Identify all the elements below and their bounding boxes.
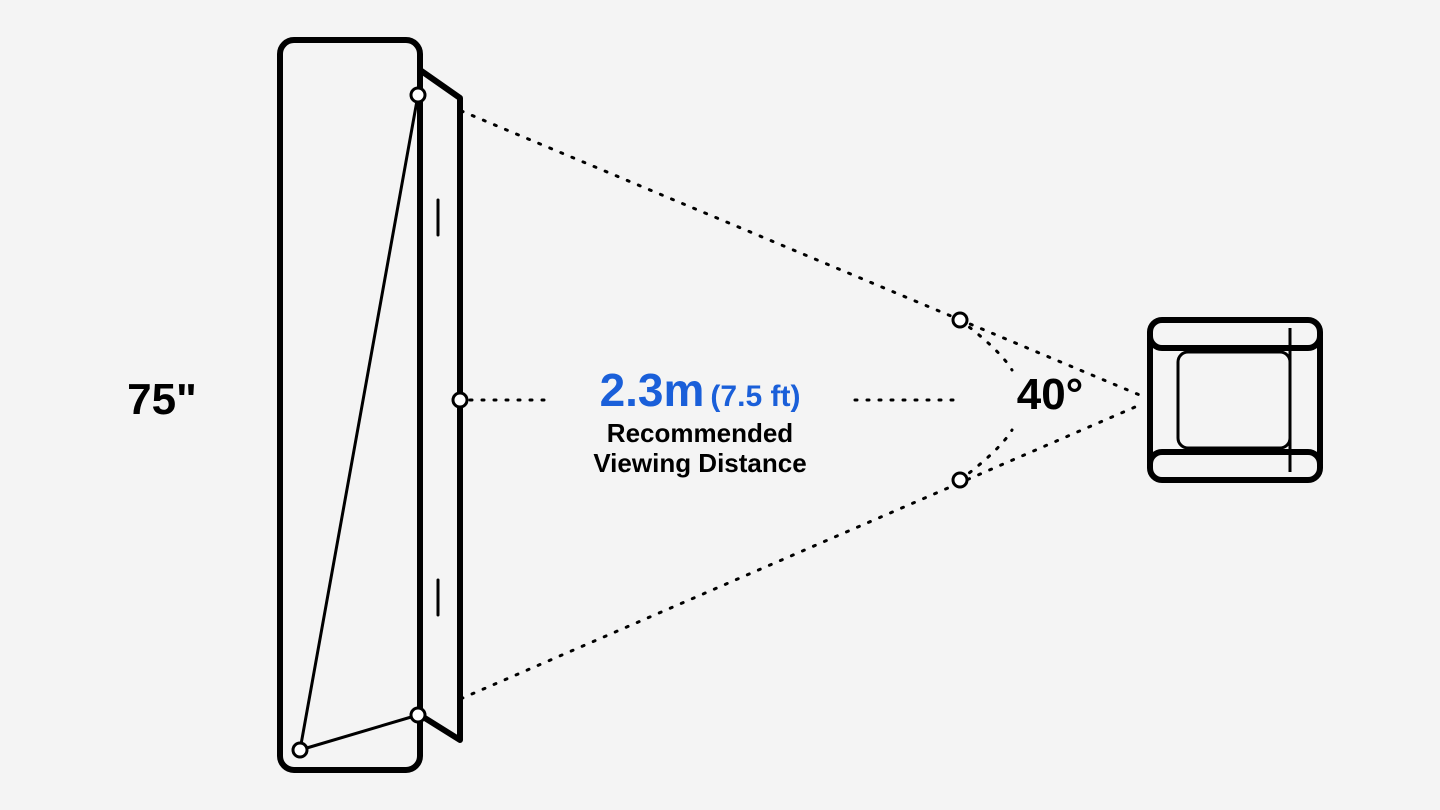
caption-line-2: Viewing Distance — [593, 449, 806, 479]
distance-imperial: (7.5 ft) — [710, 380, 800, 413]
caption-line-1: Recommended — [593, 419, 806, 449]
viewing-distance-value: 2.3m(7.5 ft) — [600, 363, 801, 417]
viewing-distance-caption: Recommended Viewing Distance — [593, 419, 806, 479]
viewing-angle-label: 40° — [1017, 370, 1084, 420]
tv-size-label: 75" — [127, 375, 197, 425]
distance-metric: 2.3m — [600, 364, 705, 416]
viewing-distance-diagram: 75" 40° 2.3m(7.5 ft) Recommended Viewing… — [0, 0, 1440, 810]
